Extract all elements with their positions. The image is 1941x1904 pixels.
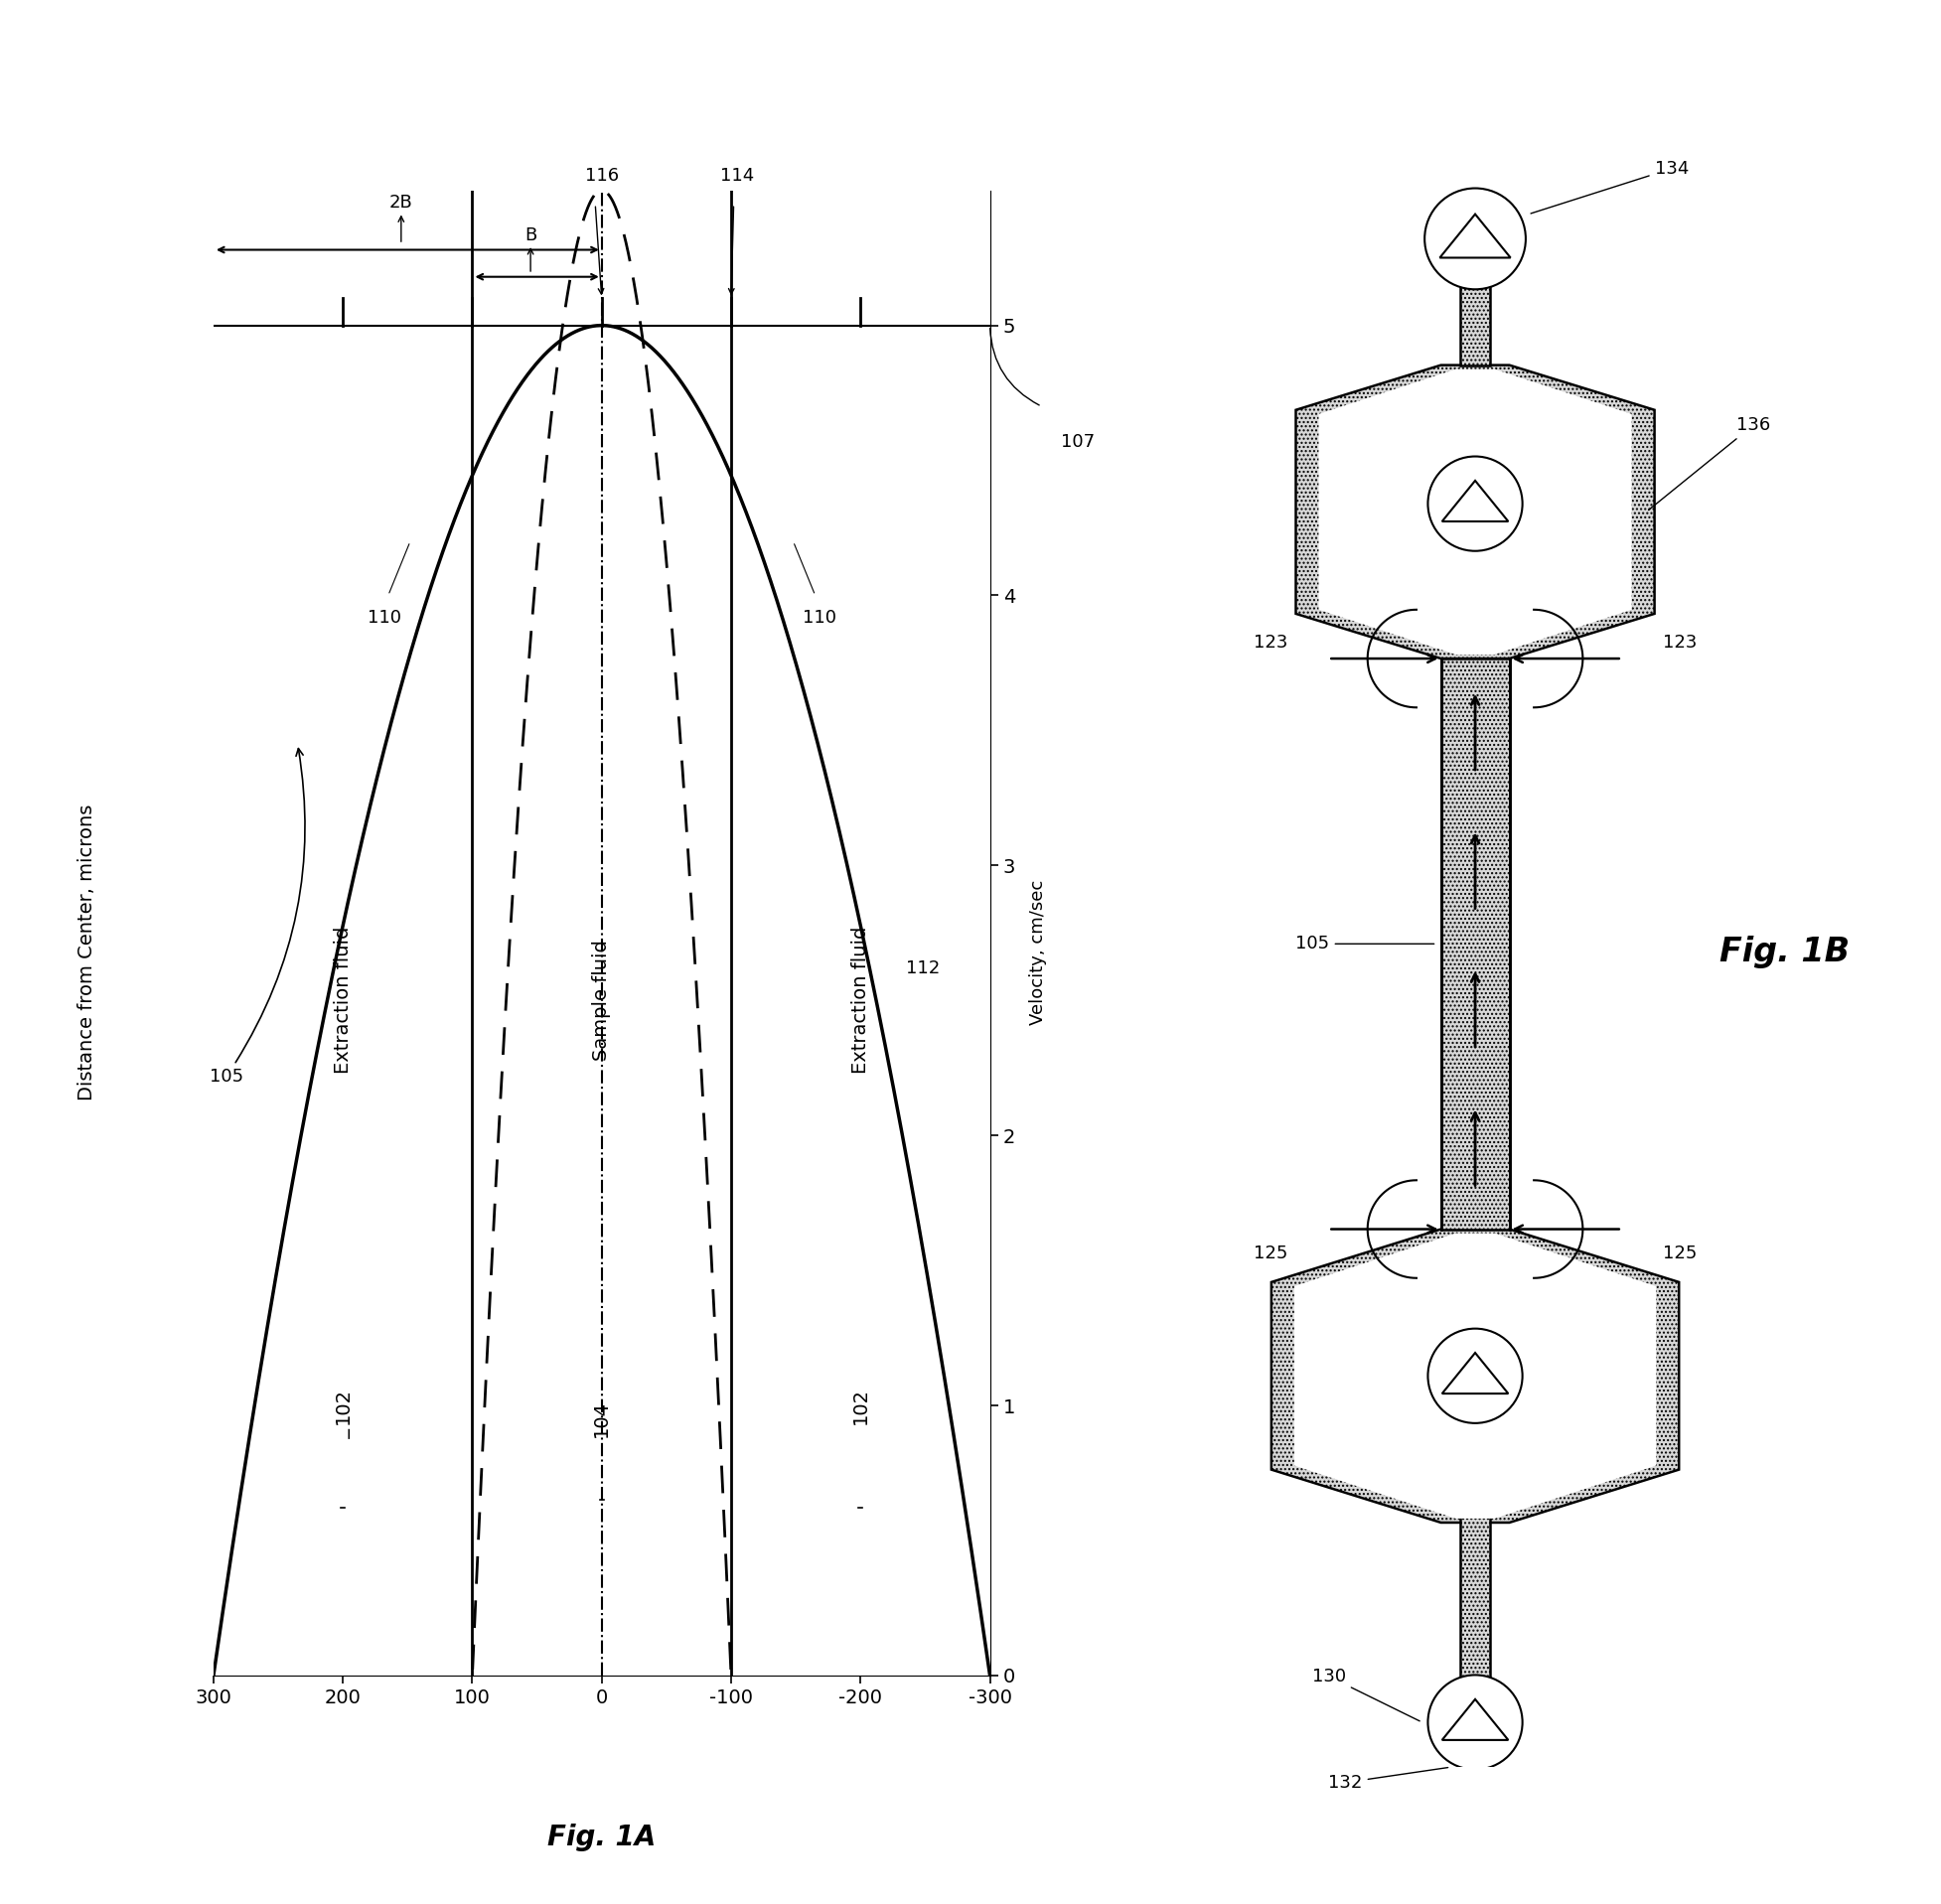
Polygon shape <box>1295 1234 1656 1519</box>
Text: Fig. 1A: Fig. 1A <box>547 1824 656 1853</box>
Text: 130: 130 <box>1312 1668 1419 1721</box>
Bar <box>1460 284 1491 366</box>
Text: 125: 125 <box>1254 1245 1287 1262</box>
Text: 129: 129 <box>1384 487 1419 505</box>
Circle shape <box>1429 1329 1522 1422</box>
Polygon shape <box>1442 1698 1508 1740</box>
Bar <box>1460 1506 1491 1677</box>
Text: 2B: 2B <box>390 194 413 211</box>
Text: $\mathregular{̲}$: $\mathregular{̲}$ <box>334 1426 353 1439</box>
Text: Extraction fluid: Extraction fluid <box>850 927 870 1074</box>
Polygon shape <box>1442 1354 1508 1394</box>
Polygon shape <box>1442 480 1508 522</box>
Text: 123: 123 <box>1663 634 1696 651</box>
Polygon shape <box>1440 213 1510 257</box>
Text: 136: 136 <box>1648 417 1770 510</box>
Polygon shape <box>1297 366 1654 659</box>
Circle shape <box>1429 457 1522 550</box>
Circle shape <box>1429 1676 1522 1769</box>
Text: Extraction fluid: Extraction fluid <box>334 927 353 1074</box>
Text: 107: 107 <box>1062 432 1095 451</box>
Text: 132: 132 <box>1328 1767 1448 1792</box>
Polygon shape <box>1318 369 1632 655</box>
Text: 127: 127 <box>1384 1367 1419 1384</box>
Text: Sample fluid: Sample fluid <box>592 941 611 1061</box>
Text: 114: 114 <box>720 168 755 185</box>
Text: 123: 123 <box>1254 634 1287 651</box>
Text: 105: 105 <box>210 748 305 1085</box>
Text: 134: 134 <box>1531 160 1689 213</box>
Text: 116: 116 <box>584 168 619 185</box>
Text: Velocity, cm/sec: Velocity, cm/sec <box>1029 880 1048 1024</box>
Text: 104: 104 <box>592 1401 611 1438</box>
Text: 102: 102 <box>334 1388 353 1424</box>
Text: Fig. 1B: Fig. 1B <box>1720 935 1850 969</box>
Text: 110: 110 <box>367 609 402 626</box>
Text: 112: 112 <box>906 960 939 977</box>
Bar <box>1440 659 1510 1230</box>
Polygon shape <box>1271 1230 1679 1523</box>
Text: B: B <box>524 227 536 244</box>
Text: 105: 105 <box>1297 935 1434 952</box>
Text: 110: 110 <box>802 609 837 626</box>
Text: Distance from Center, microns: Distance from Center, microns <box>78 803 97 1101</box>
Text: 102: 102 <box>850 1388 870 1424</box>
Circle shape <box>1425 188 1526 289</box>
Text: 125: 125 <box>1663 1245 1696 1262</box>
